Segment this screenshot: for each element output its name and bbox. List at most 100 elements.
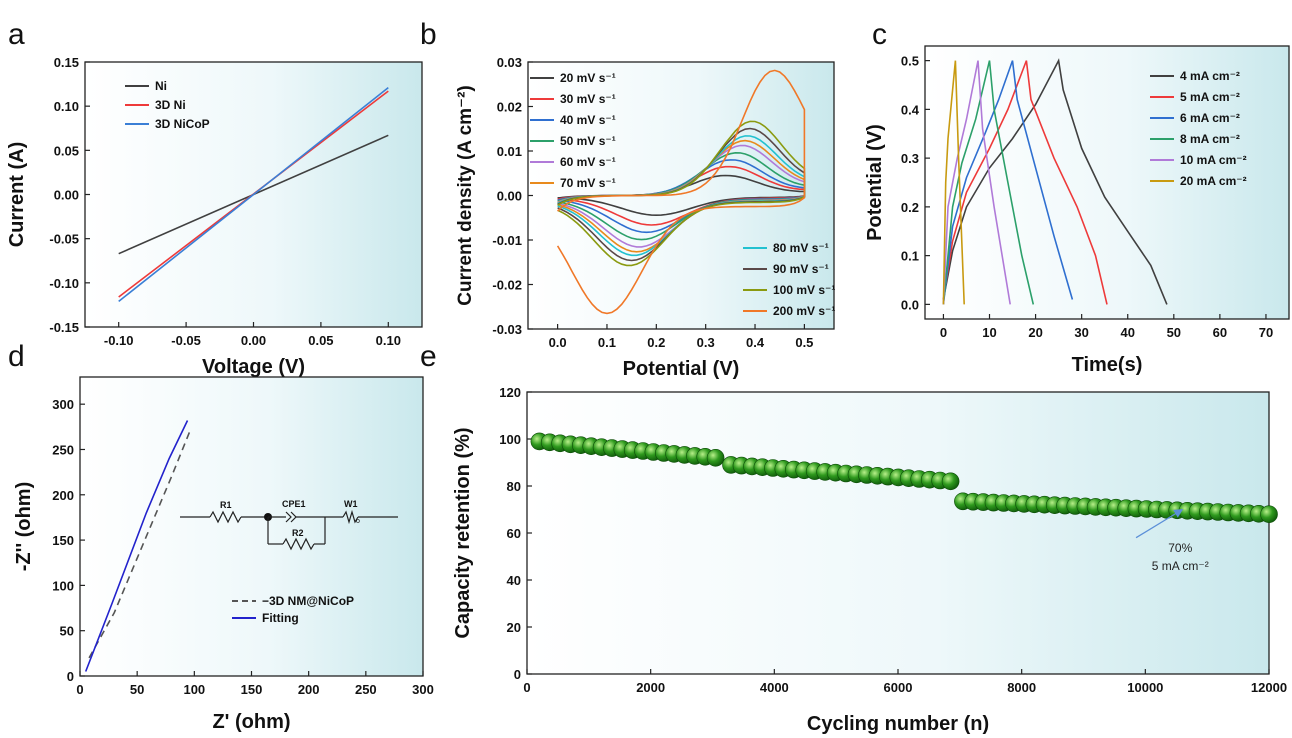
warburg-element <box>342 509 359 525</box>
y-axis-label-d: -Z'' (ohm) <box>13 482 35 571</box>
x-tick-label: 40 <box>1120 325 1134 340</box>
y-tick-label: 0.3 <box>901 151 919 166</box>
x-tick-label: 2000 <box>636 680 665 695</box>
y-tick-label: 0.15 <box>54 55 79 70</box>
plot-area-c <box>925 46 1289 319</box>
legend-entry-label: 90 mV s⁻¹ <box>773 262 829 276</box>
y-tick-label: 150 <box>52 533 74 548</box>
x-axis-label-a: Voltage (V) <box>202 356 305 378</box>
x-tick-label: 0 <box>940 325 947 340</box>
x-tick-label: 0.00 <box>241 333 266 348</box>
eis-fitting-line <box>84 420 189 672</box>
label-r2: R2 <box>292 528 304 538</box>
annotation-arrow <box>1135 508 1184 539</box>
legend-entry-label: 10 mA cm⁻² <box>1180 153 1247 167</box>
panel-d: d 0 50 100 150 200 250 300 0 50 100 150 200 250 300 Z' … <box>8 340 434 733</box>
x-tick-label: 0.4 <box>746 335 765 350</box>
y-axis-label-c: Potential (V) <box>864 124 886 241</box>
y-tick-label: 0 <box>514 667 521 682</box>
x-tick-label: 250 <box>355 682 377 697</box>
panel-letter-d: d <box>8 340 25 373</box>
resistor-r2 <box>282 537 315 551</box>
legend-d: −3D NM@NiCoP Fitting <box>232 594 354 625</box>
y-tick-label: 20 <box>507 620 521 635</box>
y-tick-label: 0.00 <box>497 189 522 204</box>
panel-letter-a: a <box>8 18 25 51</box>
plot-area-e <box>527 392 1269 674</box>
legend-entry-label: 100 mV s⁻¹ <box>773 283 835 297</box>
data-point <box>1260 505 1278 524</box>
x-tick-label: 100 <box>183 682 205 697</box>
x-tick-label: 50 <box>1167 325 1181 340</box>
x-axis-label-b: Potential (V) <box>623 358 740 380</box>
y-tick-label: -0.10 <box>49 276 79 291</box>
y-tick-label: 300 <box>52 397 74 412</box>
gcd-curve-3 <box>942 60 1035 305</box>
axes-e: 0 2000 4000 6000 8000 10000 12000 0 20 40 60 80 100 1… <box>452 385 1287 735</box>
eis-data-line <box>88 428 192 659</box>
x-tick-label: -0.05 <box>171 333 201 348</box>
x-tick-label: 4000 <box>760 680 789 695</box>
axis-frame-c <box>924 45 1290 320</box>
x-tick-label: 50 <box>130 682 144 697</box>
y-tick-label: -0.01 <box>492 233 522 248</box>
y-tick-label: 100 <box>499 432 521 447</box>
legend-entry-label: 5 mA cm⁻² <box>1180 90 1240 104</box>
gcd-curve-1 <box>942 60 1108 305</box>
panel-letter-c: c <box>872 18 887 51</box>
axes-d: 0 50 100 150 200 250 300 0 50 100 150 200 250 300 Z' (… <box>13 376 434 733</box>
x-tick-label: 12000 <box>1251 680 1287 695</box>
gcd-curve-5 <box>942 60 965 305</box>
data-point <box>706 448 725 467</box>
y-tick-label: 250 <box>52 442 74 457</box>
y-tick-label: 0.5 <box>901 54 919 69</box>
panel-c: c 0 10 20 30 40 50 60 70 0.0 0.1 0.2 0.3 0.4 0.5 Time(s… <box>864 18 1290 376</box>
series-line-3d-nicop <box>118 86 389 303</box>
x-tick-label: -0.10 <box>104 333 134 348</box>
panel-b: b0.0 0.1 0.2 0.3 0.4 0.5-0.03-0.02-0.010.000.… <box>420 18 835 380</box>
legend-entry-label: 40 mV s⁻¹ <box>560 113 616 127</box>
y-tick-label: 0.02 <box>497 100 522 115</box>
y-tick-label: 0.03 <box>497 55 522 70</box>
legend-entry-label: 70 mV s⁻¹ <box>560 176 616 190</box>
y-tick-label: 100 <box>52 578 74 593</box>
legend-entry-label: 200 mV s⁻¹ <box>773 304 835 318</box>
y-tick-label: 0.00 <box>54 188 79 203</box>
y-tick-label: -0.03 <box>492 322 522 337</box>
legend-b: 20 mV s⁻¹ 30 mV s⁻¹ 40 mV s⁻¹ 50 mV s⁻¹ 60 m… <box>530 71 835 318</box>
x-tick-label: 150 <box>241 682 263 697</box>
retention-points <box>530 432 1278 524</box>
legend-entry-label: Ni <box>155 79 167 93</box>
x-tick-label: 0 <box>523 680 530 695</box>
x-tick-label: 0.0 <box>549 335 567 350</box>
x-tick-label: 60 <box>1213 325 1227 340</box>
y-tick-label: 0 <box>67 669 74 684</box>
legend-entry-label: 50 mV s⁻¹ <box>560 134 616 148</box>
legend-entry-label: 4 mA cm⁻² <box>1180 69 1240 83</box>
legend-c: 4 mA cm⁻² 5 mA cm⁻² 6 mA cm⁻² 8 mA cm⁻² 10 m… <box>1150 69 1247 188</box>
legend-entry-label: 80 mV s⁻¹ <box>773 241 829 255</box>
label-r1: R1 <box>220 500 232 510</box>
gcd-curve-4 <box>942 60 1011 305</box>
x-tick-label: 8000 <box>1007 680 1036 695</box>
y-tick-label: 0.01 <box>497 144 522 159</box>
x-tick-label: 0.1 <box>598 335 616 350</box>
y-tick-label: 120 <box>499 385 521 400</box>
y-tick-label: -0.05 <box>49 232 79 247</box>
data-point <box>941 472 960 491</box>
axes-b: 0.0 0.1 0.2 0.3 0.4 0.5 -0.03 -0.02 -0.01 0.00 0.0… <box>455 55 835 380</box>
x-tick-label: 70 <box>1259 325 1273 340</box>
legend-entry-label: Fitting <box>262 611 299 625</box>
y-tick-label: 0.05 <box>54 143 79 158</box>
x-tick-label: 20 <box>1028 325 1042 340</box>
x-tick-label: 0.5 <box>795 335 813 350</box>
legend-entry-label: 3D NiCoP <box>155 117 210 131</box>
y-tick-label: 50 <box>60 624 74 639</box>
x-tick-label: 0.3 <box>697 335 715 350</box>
gcd-curve-0 <box>942 58 1168 305</box>
x-tick-label: 0 <box>76 682 83 697</box>
annotation-percent: 70% <box>1168 541 1192 555</box>
legend-entry-label: 30 mV s⁻¹ <box>560 92 616 106</box>
x-tick-label: 0.05 <box>308 333 333 348</box>
